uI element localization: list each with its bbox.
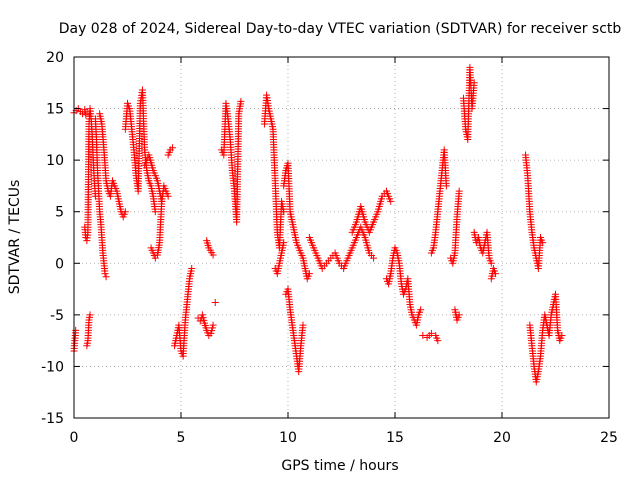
data-point (427, 329, 435, 337)
y-tick-label: -5 (50, 308, 64, 324)
data-point (72, 326, 80, 334)
y-tick-label: 0 (55, 256, 64, 272)
data-point (237, 97, 245, 105)
y-tick-label: 15 (46, 102, 64, 118)
data-point (151, 208, 159, 216)
data-point (82, 111, 90, 119)
y-axis-label: SDTVAR / TECUs (7, 180, 23, 295)
data-point (280, 208, 288, 216)
data-point (455, 311, 463, 319)
data-point (86, 311, 94, 319)
data-point (305, 270, 313, 278)
chart-title: Day 028 of 2024, Sidereal Day-to-day VTE… (59, 21, 622, 37)
data-point (455, 187, 463, 195)
data-point (168, 144, 176, 152)
data-point (209, 321, 217, 329)
data-point (492, 270, 500, 278)
x-tick-label: 5 (177, 430, 186, 446)
x-tick-label: 10 (279, 430, 297, 446)
data-point (487, 259, 495, 267)
x-tick-label: 25 (600, 430, 618, 446)
y-tick-label: 10 (46, 153, 64, 169)
y-tick-label: 5 (55, 205, 64, 221)
data-point (188, 264, 196, 272)
data-point (419, 331, 427, 339)
data-point (211, 298, 219, 306)
data-point (370, 254, 378, 262)
plot-frame (73, 56, 610, 419)
data-point (121, 208, 129, 216)
y-tick-label: -10 (41, 359, 64, 375)
data-point (280, 239, 288, 247)
y-tick-label: 20 (46, 50, 64, 66)
x-tick-label: 0 (70, 430, 79, 446)
y-tick-label: -15 (41, 411, 64, 427)
data-point (102, 273, 110, 281)
data-point (470, 79, 478, 87)
grid-lines (74, 57, 609, 418)
x-tick-label: 20 (493, 430, 511, 446)
data-point (539, 239, 547, 247)
axis-ticks: 0 5 10 15 20 25 -15 -10 -5 0 5 10 15 20 (41, 50, 618, 446)
data-point (196, 317, 204, 325)
data-point (299, 321, 307, 329)
data-point (434, 337, 442, 345)
data-point (209, 251, 217, 259)
data-point (164, 192, 172, 200)
data-point (558, 331, 566, 339)
x-axis-label: GPS time / hours (281, 458, 398, 474)
data-points (70, 63, 566, 386)
data-point (417, 306, 425, 314)
data-point (101, 270, 109, 278)
x-tick-label: 15 (386, 430, 404, 446)
data-point (387, 197, 395, 205)
data-point (442, 182, 450, 190)
